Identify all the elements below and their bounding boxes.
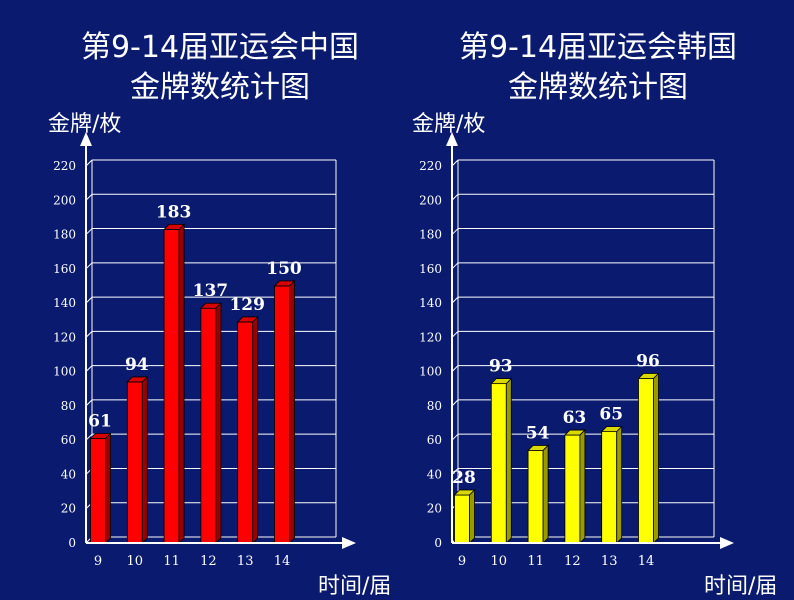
x-tick-label: 13	[237, 554, 254, 569]
data-label: 93	[489, 357, 513, 377]
chart-title-line2: 金牌数统计图	[508, 70, 688, 105]
x-axis-arrow	[720, 537, 734, 549]
chart-china: 0 20 40 60 80 100 120 140 160 180 200 220 61 9 94 10 183…	[53, 132, 356, 569]
bar-side	[579, 429, 586, 544]
x-tick-label: 14	[274, 554, 291, 569]
y-tick-label: 40	[61, 467, 76, 481]
bar	[564, 434, 581, 544]
y-tick-label: 120	[53, 330, 76, 344]
x-axis-arrow	[342, 537, 356, 549]
bar-side	[178, 223, 185, 544]
y-tick-label: 200	[53, 193, 76, 207]
y-tick-label: 0	[68, 536, 76, 550]
y-axis-label-china: 金牌/枚	[48, 112, 122, 137]
bar	[274, 285, 290, 544]
data-label: 150	[266, 259, 302, 279]
bar-side	[653, 372, 659, 544]
y-tick-label: 20	[427, 502, 442, 516]
data-label: 63	[563, 408, 587, 428]
chart-title-line1: 第9-14届亚运会韩国	[458, 30, 738, 65]
y-tick-label: 60	[61, 433, 76, 447]
y-tick-label: 160	[53, 262, 76, 276]
y-tick-label: 120	[419, 330, 442, 344]
x-tick-label: 12	[200, 554, 217, 569]
bar	[237, 321, 254, 544]
data-label: 94	[125, 355, 149, 375]
bar-side	[505, 377, 512, 544]
y-tick-label: 100	[419, 365, 442, 379]
x-axis-label-china: 时间/届	[318, 574, 392, 599]
y-tick-label: 60	[427, 433, 442, 447]
bar	[126, 381, 143, 544]
bar	[454, 494, 470, 544]
bar	[527, 450, 544, 544]
bar-side	[289, 279, 295, 544]
x-tick-label: 10	[491, 554, 508, 569]
chart-title-line2: 金牌数统计图	[130, 70, 310, 105]
chart-title-korea: 第9-14届亚运会韩国 金牌数统计图	[428, 28, 768, 108]
bar-side	[252, 315, 259, 544]
y-tick-label: 220	[53, 159, 76, 173]
x-axis-label-korea: 时间/届	[704, 574, 778, 599]
x-tick-label: 14	[638, 554, 655, 569]
bar	[638, 378, 654, 544]
x-tick-label: 13	[601, 554, 618, 569]
bar-side	[542, 444, 549, 544]
bar	[490, 383, 507, 544]
bar	[200, 307, 217, 544]
chart-korea: 0 20 40 60 80 100 120 140 160 180 200 220 28 9 93 10 54 1…	[419, 132, 734, 569]
bar	[601, 431, 618, 544]
data-label: 129	[229, 295, 265, 315]
y-tick-label: 20	[61, 502, 76, 516]
data-label: 54	[526, 423, 550, 443]
data-label: 96	[636, 351, 660, 371]
bar-side	[105, 432, 111, 544]
y-tick-label: 160	[419, 262, 442, 276]
data-label: 137	[193, 281, 229, 301]
y-tick-label: 40	[427, 467, 442, 481]
bar-side	[616, 425, 623, 544]
bar	[163, 229, 180, 544]
x-tick-label: 9	[458, 554, 466, 569]
y-tick-label: 180	[53, 228, 76, 242]
x-tick-label: 11	[527, 554, 544, 569]
y-axis-label-korea: 金牌/枚	[412, 112, 486, 137]
y-axis-arrow	[446, 132, 458, 146]
y-tick-label: 80	[427, 399, 442, 413]
y-tick-label: 180	[419, 228, 442, 242]
bar	[90, 438, 106, 544]
data-label: 183	[156, 202, 192, 222]
x-tick-label: 12	[564, 554, 581, 569]
data-label: 61	[88, 411, 112, 431]
x-tick-label: 9	[94, 554, 102, 569]
y-axis-arrow	[80, 132, 92, 146]
y-tick-label: 140	[419, 296, 442, 310]
bar-side	[215, 302, 222, 544]
bar-side	[469, 489, 475, 544]
x-tick-label: 10	[127, 554, 144, 569]
bar-side	[141, 375, 148, 544]
y-tick-label: 100	[53, 365, 76, 379]
data-label: 65	[599, 405, 623, 425]
y-tick-label: 220	[419, 159, 442, 173]
chart-title-line1: 第9-14届亚运会中国	[80, 30, 360, 65]
y-tick-label: 140	[53, 296, 76, 310]
y-tick-label: 0	[434, 536, 442, 550]
y-tick-label: 200	[419, 193, 442, 207]
data-label: 28	[452, 468, 476, 488]
y-tick-label: 80	[61, 399, 76, 413]
x-tick-label: 11	[163, 554, 180, 569]
chart-title-china: 第9-14届亚运会中国 金牌数统计图	[50, 28, 390, 108]
